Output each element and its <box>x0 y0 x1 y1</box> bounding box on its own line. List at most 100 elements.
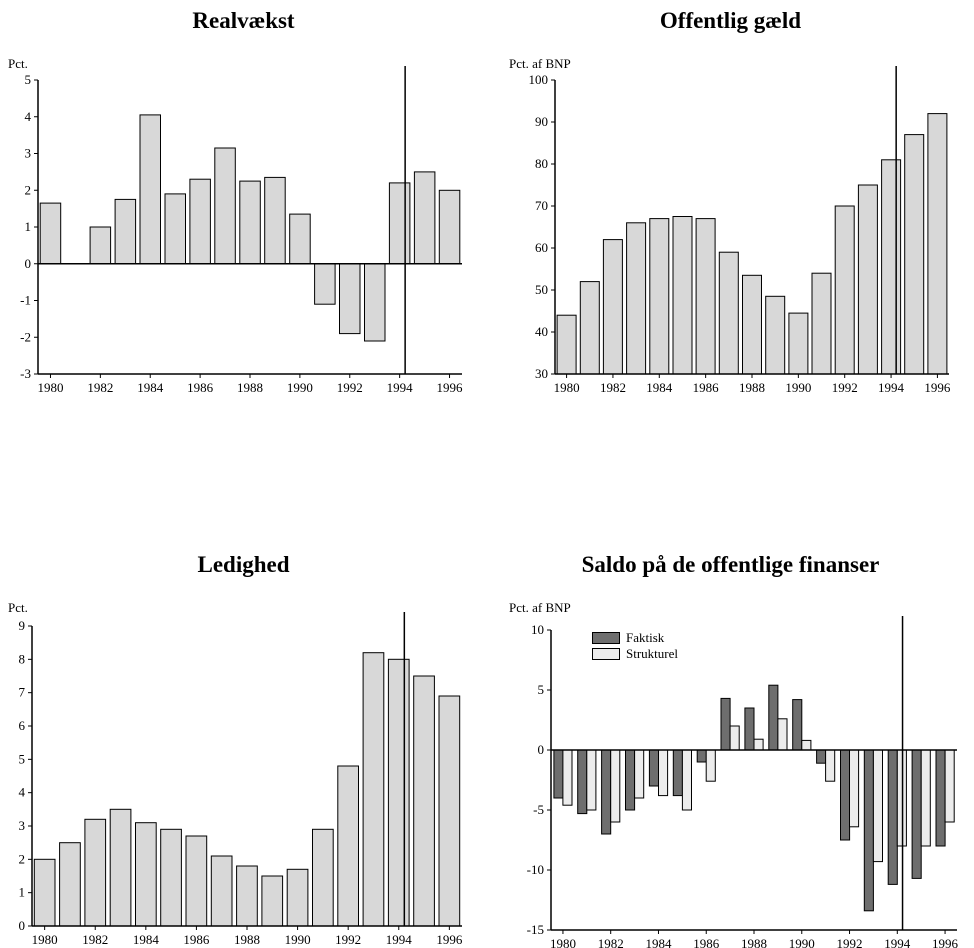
x-tick-label: 1992 <box>335 932 361 947</box>
bar-1986 <box>695 218 716 375</box>
bar-1988 <box>236 865 258 927</box>
y-tick-label: 7 <box>19 685 26 700</box>
y-tick-label: 4 <box>19 785 26 800</box>
bar-1984 <box>135 822 157 927</box>
bar-1995 <box>904 134 925 375</box>
bar-1993-Faktisk <box>863 749 874 912</box>
y-tick-label: -1 <box>20 293 31 308</box>
bar-1982 <box>89 226 112 265</box>
bar-1994 <box>881 159 902 375</box>
y-tick-label: 70 <box>535 198 548 213</box>
bar-1996-Faktisk <box>935 749 946 847</box>
bar-1996 <box>438 189 461 265</box>
x-tick-label: 1982 <box>82 932 108 947</box>
bar-1982 <box>602 239 623 375</box>
bar-1992 <box>339 263 361 335</box>
bar-1988 <box>742 274 762 375</box>
legend-swatch-faktisk <box>592 632 620 644</box>
y-tick-label: 60 <box>535 240 548 255</box>
bar-1992 <box>337 765 359 927</box>
bar-1990 <box>788 312 809 375</box>
y-tick-label: 4 <box>25 109 32 124</box>
y-tick-label: 1 <box>25 219 32 234</box>
x-tick-label: 1996 <box>437 380 464 395</box>
legend-label: Faktisk <box>626 630 665 645</box>
bar-1983 <box>114 198 137 265</box>
chart-svg: 30 40 50 60 70 80 90 100 1980 1982 1984 1986 1988 199… <box>529 66 951 395</box>
bar-1995 <box>413 171 436 265</box>
x-tick-label: 1990 <box>785 380 811 395</box>
y-tick-label: 9 <box>19 618 26 633</box>
x-tick-label: 1990 <box>287 380 313 395</box>
bar-1981-Strukturel <box>586 749 597 811</box>
bar-1994 <box>387 658 410 927</box>
chart-ledighed: Ledighed Pct. 0 1 2 3 4 5 6 7 8 9 1980 1982 1984 1986… <box>0 470 487 948</box>
x-tick-label: 1992 <box>837 936 863 948</box>
bar-1985-Faktisk <box>672 749 683 797</box>
bar-1987-Strukturel <box>729 725 740 751</box>
bar-1980-Faktisk <box>553 749 564 799</box>
bar-1991 <box>811 272 832 375</box>
bar-1992-Faktisk <box>840 749 851 841</box>
bar-1993 <box>364 263 386 342</box>
x-tick-label: 1980 <box>32 932 58 947</box>
y-tick-label: -2 <box>20 329 31 344</box>
bar-1992-Strukturel <box>849 749 860 828</box>
bar-1990-Faktisk <box>792 699 803 751</box>
y-tick-label: 3 <box>19 818 26 833</box>
bar-1982 <box>84 818 107 927</box>
bar-1985-Strukturel <box>681 749 692 811</box>
y-tick-label: 5 <box>25 72 32 87</box>
bar-1992 <box>834 205 855 375</box>
x-tick-label: 1996 <box>436 932 463 947</box>
y-tick-label: -15 <box>527 922 544 937</box>
bar-1988-Strukturel <box>753 738 764 751</box>
y-tick-label: 0 <box>538 742 545 757</box>
bar-1995-Strukturel <box>920 749 931 847</box>
bar-1990-Strukturel <box>801 739 812 751</box>
bar-1993-Strukturel <box>872 749 883 863</box>
bar-1990 <box>286 868 309 927</box>
bar-1989 <box>264 176 286 265</box>
y-tick-label: 30 <box>535 366 548 381</box>
bar-1981-Faktisk <box>577 749 588 815</box>
bar-1991 <box>314 263 336 305</box>
chart-title: Saldo på de offentlige finanser <box>581 552 880 577</box>
x-tick-label: 1980 <box>37 380 63 395</box>
bar-1980-Strukturel <box>562 749 573 806</box>
x-tick-label: 1994 <box>884 936 911 948</box>
x-tick-label: 1994 <box>387 380 414 395</box>
bar-1985 <box>160 828 182 927</box>
y-tick-label: -3 <box>20 366 31 381</box>
y-tick-label: 90 <box>535 114 548 129</box>
bar-1985 <box>672 216 693 375</box>
bar-1984-Faktisk <box>648 749 659 787</box>
bar-1995 <box>413 675 435 927</box>
y-tick-label: 10 <box>531 622 544 637</box>
chart-title: Realvækst <box>192 8 295 33</box>
x-tick-label: 1986 <box>693 936 720 948</box>
bar-1991-Faktisk <box>816 749 827 764</box>
bar-1981 <box>59 842 81 927</box>
y-tick-label: 0 <box>25 256 32 271</box>
y-axis-unit: Pct. af BNP <box>509 600 571 615</box>
bar-1994 <box>388 182 411 265</box>
chart-legend: Faktisk Strukturel <box>592 630 678 662</box>
chart-offentlig-gaeld: Offentlig gæld Pct. af BNP 30 40 50 60 70 80 9… <box>487 0 974 430</box>
y-axis-unit: Pct. <box>8 56 28 71</box>
y-tick-label: 2 <box>19 851 26 866</box>
bar-1985 <box>164 193 186 265</box>
x-tick-label: 1990 <box>285 932 311 947</box>
x-tick-label: 1984 <box>646 380 673 395</box>
x-tick-label: 1984 <box>645 936 672 948</box>
y-tick-label: 3 <box>25 146 32 161</box>
x-tick-label: 1984 <box>137 380 164 395</box>
bar-1986 <box>185 835 208 927</box>
y-tick-label: 0 <box>19 918 26 933</box>
bar-1993 <box>857 184 878 375</box>
x-tick-label: 1988 <box>237 380 263 395</box>
x-tick-label: 1986 <box>187 380 214 395</box>
bar-1989 <box>261 875 284 927</box>
bar-1980 <box>39 202 62 265</box>
bar-1993 <box>362 652 385 927</box>
